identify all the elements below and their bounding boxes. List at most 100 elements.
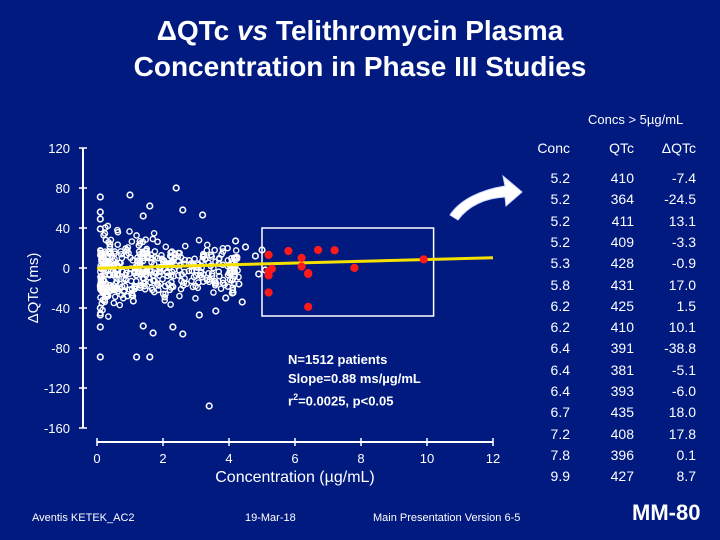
data-point-white xyxy=(105,313,112,320)
table-cell: 428 xyxy=(610,255,634,272)
table-cell: 5.2 xyxy=(550,233,570,250)
data-point-white xyxy=(113,275,120,282)
y-tick-label: 120 xyxy=(48,141,70,156)
table-cell: 17.0 xyxy=(668,276,696,293)
data-point-white xyxy=(232,237,240,245)
data-point-white xyxy=(106,243,114,251)
table-cell: 431 xyxy=(610,276,634,293)
data-point-red xyxy=(284,246,293,256)
data-point-white xyxy=(104,292,112,299)
table-cell: 9.9 xyxy=(550,468,570,485)
data-point-white xyxy=(191,255,198,263)
data-point-white xyxy=(212,307,220,315)
data-point-white xyxy=(113,284,121,292)
table-cell: -38.8 xyxy=(664,340,696,357)
data-point-white xyxy=(228,277,236,284)
footer-source: Aventis KETEK_AC2 xyxy=(32,512,135,524)
table-cell: 5.8 xyxy=(550,276,570,293)
data-point-white xyxy=(235,273,242,281)
data-point-white xyxy=(100,231,107,239)
table-cell: 408 xyxy=(610,425,634,442)
data-point-white xyxy=(96,225,104,233)
data-point-white xyxy=(96,311,104,319)
data-point-white xyxy=(189,283,197,291)
x-tick-label: 8 xyxy=(357,451,364,466)
title-qtc: QTc xyxy=(176,15,237,46)
data-point-white xyxy=(251,252,259,260)
footer-date: 19-Mar-18 xyxy=(245,512,296,524)
data-point-white xyxy=(175,249,182,257)
data-point-white xyxy=(107,250,115,257)
data-point-white xyxy=(110,299,118,307)
data-point-white xyxy=(198,273,206,281)
data-point-white xyxy=(139,212,147,220)
data-point-white xyxy=(203,241,211,249)
table-caption: Concs > 5µg/mL xyxy=(588,112,684,127)
data-point-white xyxy=(190,273,198,281)
table-cell: 393 xyxy=(610,383,634,399)
data-point-white xyxy=(216,254,223,262)
data-point-red xyxy=(330,246,339,255)
data-point-white xyxy=(179,206,187,214)
data-point-white xyxy=(195,236,203,244)
data-point-white xyxy=(117,259,124,267)
data-point-white xyxy=(224,244,231,252)
data-point-white xyxy=(129,297,137,305)
table-cell: 18.0 xyxy=(668,404,696,421)
data-point-white xyxy=(158,251,165,259)
data-point-white xyxy=(174,272,182,279)
data-point-white xyxy=(232,247,240,254)
data-point-red xyxy=(350,263,359,272)
annotation-patients: N=1512 patients xyxy=(288,352,388,367)
data-point-white xyxy=(162,290,169,298)
data-point-white xyxy=(147,251,155,258)
data-point-white xyxy=(166,286,174,294)
data-point-white xyxy=(219,279,227,287)
table-cell: 425 xyxy=(610,297,634,314)
data-point-white xyxy=(139,322,147,330)
highlight-box xyxy=(261,227,435,317)
data-point-white xyxy=(150,269,158,276)
x-axis-title: Concentration (µg/mL) xyxy=(215,469,375,486)
title-rest: Telithromycin Plasma xyxy=(268,15,564,46)
table-cell: 7.2 xyxy=(550,425,570,442)
table-cell: 6.4 xyxy=(550,340,570,357)
data-point-white xyxy=(195,311,203,319)
data-point-white xyxy=(151,248,159,255)
table-cell: 5.3 xyxy=(550,255,570,272)
footer-version: Main Presentation Version 6-5 xyxy=(373,512,521,524)
data-point-white xyxy=(216,272,223,280)
data-point-white xyxy=(128,238,136,245)
data-point-white xyxy=(226,267,234,275)
data-point-red xyxy=(314,245,323,255)
data-point-white xyxy=(211,246,218,254)
y-tick-label: 80 xyxy=(56,181,70,196)
data-point-white xyxy=(164,272,171,280)
data-point-white xyxy=(118,291,125,299)
data-point-white xyxy=(181,242,189,250)
table-cell: -5.1 xyxy=(671,361,696,378)
data-point-red xyxy=(264,288,273,297)
data-point-white xyxy=(210,289,217,296)
data-point-white xyxy=(207,251,215,259)
data-point-white xyxy=(96,215,104,223)
data-point-red xyxy=(419,255,428,264)
data-point-white xyxy=(139,250,147,258)
table-cell: 0.1 xyxy=(676,446,696,463)
data-point-white xyxy=(219,276,227,284)
table-cell: 409 xyxy=(610,233,634,250)
data-point-white xyxy=(163,268,171,276)
data-point-white xyxy=(217,285,225,293)
data-point-white xyxy=(136,237,144,245)
data-point-white xyxy=(114,228,122,236)
data-point-white xyxy=(135,242,143,249)
data-point-white xyxy=(146,202,154,210)
data-point-white xyxy=(143,268,151,275)
data-point-white xyxy=(195,279,202,286)
y-tick-label: 0 xyxy=(63,261,70,276)
table-cell: 1.5 xyxy=(676,297,696,314)
data-point-white xyxy=(200,250,207,258)
data-point-white xyxy=(238,298,246,306)
y-tick-label: -40 xyxy=(51,301,70,316)
x-tick-label: 6 xyxy=(291,451,298,466)
